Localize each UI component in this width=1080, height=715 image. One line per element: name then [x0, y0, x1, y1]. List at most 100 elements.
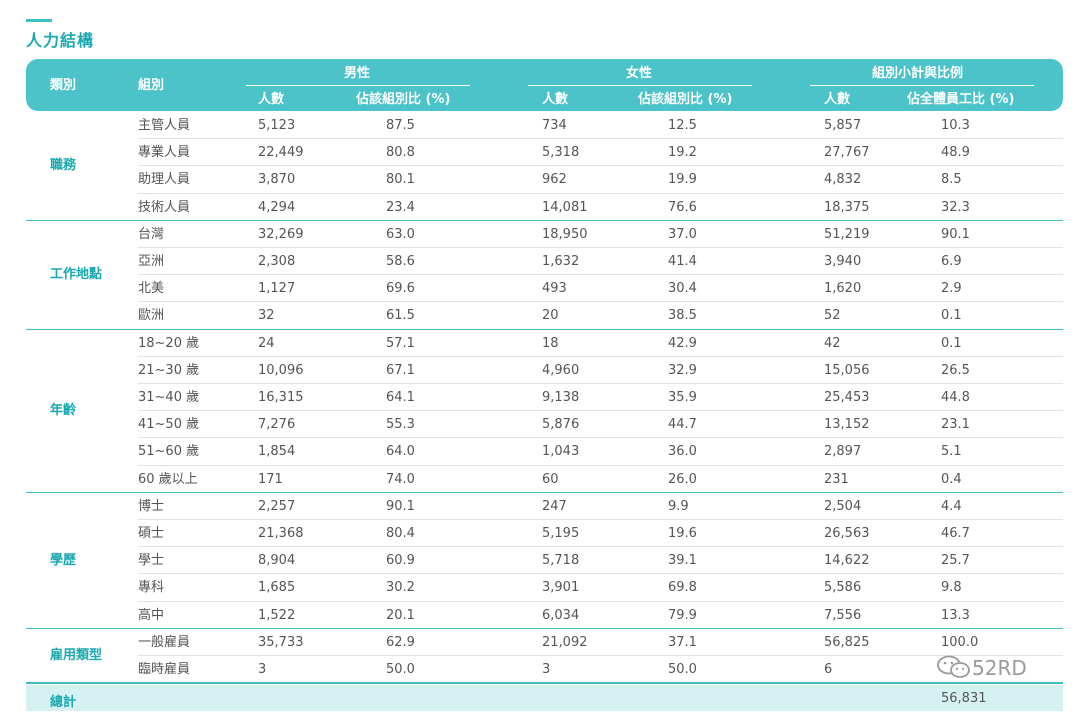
header-subtotal-underline — [810, 85, 1034, 86]
total-value: 56,831 — [941, 691, 987, 706]
female-pct-cell: 38.5 — [668, 308, 697, 324]
subtotal-count-cell: 18,375 — [824, 199, 870, 215]
male-count-cell: 22,449 — [258, 145, 304, 161]
male-pct-cell: 63.0 — [386, 226, 415, 242]
group-cell: 18~20 歲 — [138, 335, 200, 351]
category-label: 年齡 — [50, 403, 77, 419]
female-count-cell: 962 — [542, 172, 567, 188]
male-count-cell: 171 — [258, 471, 283, 487]
header-female-pct: 佔該組別比 (%) — [638, 92, 733, 107]
table-row: 一般雇員 35,733 62.9 21,092 37.1 56,825 100.0 — [26, 629, 1063, 656]
subtotal-pct-cell: 8.5 — [941, 172, 962, 188]
subtotal-pct-cell: 9.8 — [941, 580, 962, 596]
table-row: 學士 8,904 60.9 5,718 39.1 14,622 25.7 — [26, 547, 1063, 574]
subtotal-count-cell: 52 — [824, 308, 841, 324]
table-row: 31~40 歲 16,315 64.1 9,138 35.9 25,453 44.8 — [26, 384, 1063, 411]
table-row: 高中 1,522 20.1 6,034 79.9 7,556 13.3 — [26, 602, 1063, 629]
category-label: 學歷 — [50, 552, 77, 568]
male-pct-cell: 64.1 — [386, 390, 415, 405]
category-label: 工作地點 — [50, 267, 103, 283]
male-pct-cell: 87.5 — [386, 118, 415, 133]
table-row: 專業人員 22,449 80.8 5,318 19.2 27,767 48.9 — [26, 139, 1063, 166]
header-male-count: 人數 — [258, 92, 285, 107]
male-pct-cell: 74.0 — [386, 471, 415, 487]
subtotal-pct-cell: 13.3 — [941, 607, 970, 623]
table-row: 41~50 歲 7,276 55.3 5,876 44.7 13,152 23.1 — [26, 411, 1063, 438]
subtotal-count-cell: 3,940 — [824, 254, 862, 269]
subtotal-count-cell: 1,620 — [824, 281, 862, 297]
female-pct-cell: 79.9 — [668, 607, 697, 623]
male-pct-cell: 80.4 — [386, 526, 415, 541]
group-cell: 亞洲 — [138, 254, 165, 269]
female-pct-cell: 19.9 — [668, 172, 697, 188]
female-pct-cell: 19.2 — [668, 145, 697, 161]
subtotal-pct-cell: 10.3 — [941, 118, 970, 133]
header-male-underline — [246, 85, 470, 86]
table-row: 台灣 32,269 63.0 18,950 37.0 51,219 90.1 — [26, 221, 1063, 248]
female-count-cell: 1,043 — [542, 444, 580, 460]
table-row: 技術人員 4,294 23.4 14,081 76.6 18,375 32.3 — [26, 194, 1063, 221]
female-count-cell: 18 — [542, 335, 559, 351]
header-male: 男性 — [344, 66, 371, 81]
female-count-cell: 60 — [542, 471, 559, 487]
male-count-cell: 4,294 — [258, 199, 296, 215]
subtotal-count-cell: 56,825 — [824, 634, 870, 650]
group-cell: 41~50 歲 — [138, 417, 200, 433]
subtotal-pct-cell: 100.0 — [941, 634, 979, 650]
female-pct-cell: 41.4 — [668, 254, 697, 269]
watermark: 52RD — [936, 655, 1027, 680]
header-category: 類別 — [50, 78, 77, 93]
group-cell: 技術人員 — [138, 199, 191, 215]
row-separator — [138, 600, 1063, 602]
female-pct-cell: 69.8 — [668, 580, 697, 596]
subtotal-count-cell: 15,056 — [824, 362, 870, 378]
watermark-text: 52RD — [972, 656, 1027, 680]
table-row: 18~20 歲 24 57.1 18 42.9 42 0.1 — [26, 330, 1063, 357]
subtotal-count-cell: 231 — [824, 471, 849, 487]
group-cell: 助理人員 — [138, 172, 191, 188]
female-pct-cell: 39.1 — [668, 553, 697, 569]
female-pct-cell: 30.4 — [668, 281, 697, 297]
subtotal-count-cell: 25,453 — [824, 390, 870, 405]
subtotal-pct-cell: 0.4 — [941, 471, 962, 487]
subtotal-count-cell: 5,586 — [824, 580, 862, 596]
subtotal-count-cell: 13,152 — [824, 417, 870, 433]
female-count-cell: 734 — [542, 118, 567, 133]
male-pct-cell: 60.9 — [386, 553, 415, 569]
male-pct-cell: 69.6 — [386, 281, 415, 297]
subtotal-pct-cell: 23.1 — [941, 417, 970, 433]
header-male-pct: 佔該組別比 (%) — [356, 92, 451, 107]
male-count-cell: 1,854 — [258, 444, 296, 460]
header-female-count: 人數 — [542, 92, 569, 107]
male-pct-cell: 23.4 — [386, 199, 415, 215]
table-row: 碩士 21,368 80.4 5,195 19.6 26,563 46.7 — [26, 520, 1063, 547]
subtotal-pct-cell: 48.9 — [941, 145, 970, 161]
subtotal-count-cell: 2,504 — [824, 498, 862, 514]
male-count-cell: 8,904 — [258, 553, 296, 569]
category-separator — [26, 328, 1063, 331]
female-pct-cell: 44.7 — [668, 417, 697, 433]
female-pct-cell: 42.9 — [668, 335, 697, 351]
female-count-cell: 9,138 — [542, 390, 580, 405]
male-count-cell: 1,522 — [258, 607, 296, 623]
group-cell: 主管人員 — [138, 118, 191, 133]
female-count-cell: 247 — [542, 498, 567, 514]
female-pct-cell: 9.9 — [668, 498, 689, 514]
male-count-cell: 1,685 — [258, 580, 296, 596]
category-separator — [26, 682, 1063, 684]
male-count-cell: 35,733 — [258, 634, 304, 650]
female-count-cell: 14,081 — [542, 199, 588, 215]
row-separator — [138, 355, 1063, 357]
table-row: 51~60 歲 1,854 64.0 1,043 36.0 2,897 5.1 — [26, 438, 1063, 465]
subtotal-pct-cell: 25.7 — [941, 553, 970, 569]
table-row: 北美 1,127 69.6 493 30.4 1,620 2.9 — [26, 275, 1063, 302]
group-cell: 一般雇員 — [138, 634, 191, 650]
row-separator — [138, 464, 1063, 466]
header-subtotal: 組別小計與比例 — [872, 66, 964, 81]
category-separator — [26, 491, 1063, 494]
male-count-cell: 32 — [258, 308, 275, 324]
subtotal-pct-cell: 32.3 — [941, 199, 970, 215]
total-label: 總計 — [50, 695, 77, 710]
subtotal-count-cell: 26,563 — [824, 526, 870, 541]
subtotal-pct-cell: 0.1 — [941, 335, 962, 351]
